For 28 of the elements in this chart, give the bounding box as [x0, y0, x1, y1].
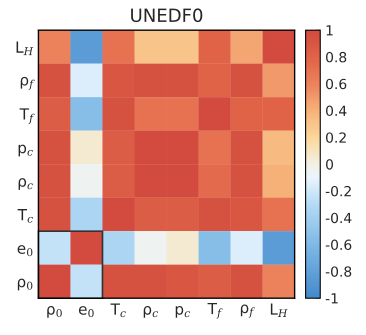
y-tick-label: T$_{c}$	[18, 209, 33, 223]
color-bar-label: -0.6	[326, 240, 352, 250]
x-tick-label: L$_{H}$	[270, 303, 288, 317]
chart-title: UNEDF0	[131, 8, 202, 22]
x-tick-label: e$_{0}$	[78, 306, 94, 318]
x-tick-label: ρ$_{f}$	[240, 304, 255, 318]
y-tick-label: e$_{0}$	[18, 245, 32, 256]
x-tick-label: ρ$_{c}$	[144, 306, 158, 318]
x-tick-label: ρ$_{0}$	[47, 306, 62, 318]
color-bar-label: 0.2	[326, 132, 346, 143]
color-bar-label: 1	[326, 25, 333, 36]
color-bar-label: 0.8	[326, 52, 346, 62]
color-bar-label: 0	[326, 159, 334, 170]
color-bar-label: 0.4	[326, 106, 346, 116]
color-bar-label: -0.2	[326, 186, 351, 196]
x-tick-label: p$_{c}$	[176, 306, 190, 318]
x-tick-label: T$_{c}$	[110, 303, 126, 318]
color-bar-label: -0.8	[326, 266, 352, 277]
color-bar-label: 0.6	[326, 78, 346, 90]
color-bar-label: -0.4	[326, 212, 352, 224]
y-tick-label: ρ$_{c}$	[18, 178, 33, 190]
y-tick-label: L$_{H}$	[16, 42, 34, 56]
y-tick-label: ρ$_{0}$	[18, 278, 32, 290]
color-bar-label: -1	[326, 293, 338, 304]
y-tick-label: ρ$_{f}$	[20, 76, 35, 90]
x-tick-label: T$_{f}$	[208, 303, 223, 319]
y-tick-label: T$_{f}$	[20, 108, 35, 124]
y-tick-label: p$_{c}$	[18, 144, 33, 156]
